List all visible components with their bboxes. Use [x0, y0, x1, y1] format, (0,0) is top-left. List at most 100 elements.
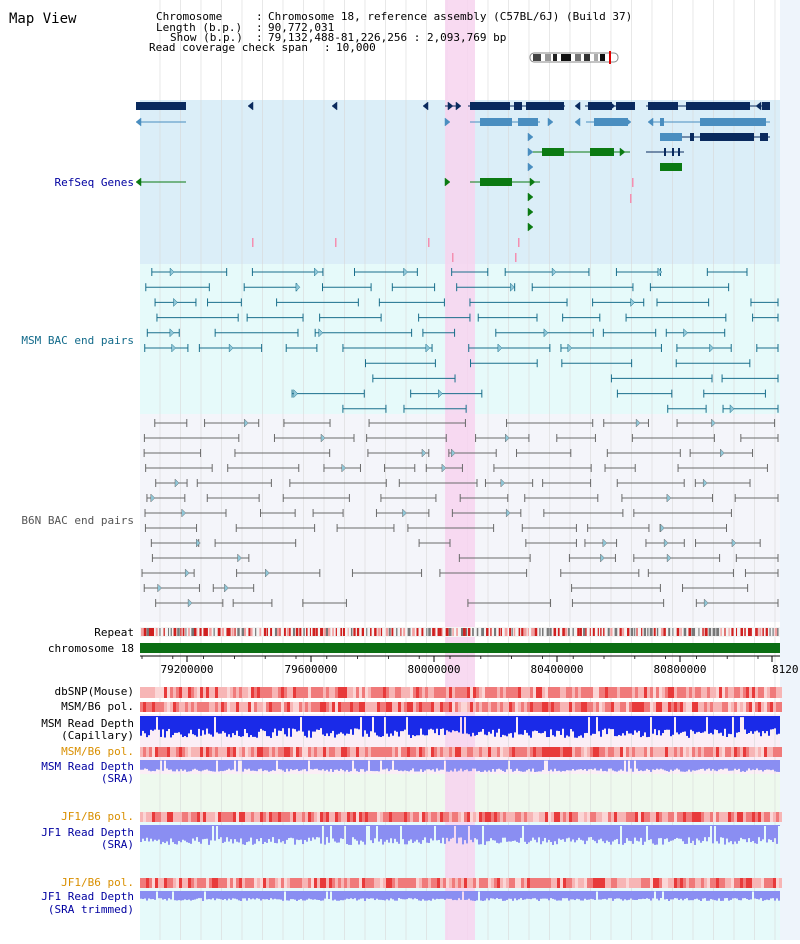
polymorphism-cell [209, 812, 212, 822]
polymorphism-tracks[interactable] [140, 687, 782, 888]
gene-exon[interactable] [700, 118, 760, 126]
gene-exon[interactable] [480, 118, 512, 126]
polymorphism-cell [770, 747, 773, 757]
depth-bar [562, 825, 564, 840]
polymorphism-cell [524, 878, 527, 888]
polymorphism-cell [371, 687, 374, 698]
depth-bar [226, 825, 228, 838]
read-depth-tracks[interactable] [140, 716, 780, 901]
depth-bar [162, 760, 164, 771]
polymorphism-cell [341, 878, 344, 888]
gene-exon[interactable] [518, 118, 538, 126]
chromosome-ideogram[interactable] [529, 51, 619, 64]
polymorphism-cell [638, 878, 641, 888]
depth-bar [574, 891, 576, 901]
b6n-bac-label[interactable]: B6N BAC end pairs [21, 514, 134, 527]
polymorphism-cell [227, 812, 230, 822]
polymorphism-cell [506, 687, 509, 698]
refseq-genes[interactable] [135, 101, 770, 262]
msm-bac-label[interactable]: MSM BAC end pairs [21, 334, 134, 347]
gene-exon[interactable] [648, 102, 678, 110]
repeat-element [460, 628, 464, 636]
depth-bar [626, 716, 628, 731]
gene-exon[interactable] [686, 102, 750, 110]
polymorphism-cell [317, 687, 320, 698]
gene-strand-arrow [527, 132, 534, 142]
gene-exon[interactable] [660, 163, 682, 171]
gene-exon[interactable] [590, 148, 614, 156]
gene-exon[interactable] [136, 102, 186, 110]
gene-exon[interactable] [616, 102, 635, 110]
repeat-element [740, 628, 744, 636]
depth-bar [622, 825, 624, 845]
polymorphism-cell [254, 687, 257, 698]
polymorphism-cell [599, 747, 602, 757]
polymorphism-cell [314, 702, 317, 712]
polymorphism-cell [281, 747, 284, 757]
depth-bar [534, 760, 536, 772]
depth-bar [410, 891, 412, 899]
polymorphism-cell [212, 878, 215, 888]
depth-bar [662, 716, 664, 734]
b6n-pair-arrow [341, 463, 347, 473]
gene-exon[interactable] [700, 133, 754, 141]
polymorphism-cell [449, 687, 452, 698]
b6n-bac-pairs[interactable] [141, 418, 779, 608]
gene-exon[interactable] [542, 148, 564, 156]
msm-pair-arrow [510, 282, 515, 292]
depth-bar [744, 760, 746, 772]
polymorphism-cell [314, 687, 317, 698]
polymorphism-cell [578, 878, 581, 888]
polymorphism-cell [245, 878, 248, 888]
gene-exon[interactable] [480, 178, 512, 186]
depth-bar [248, 716, 250, 738]
gene-exon[interactable] [616, 118, 628, 126]
b6n-pair-arrow [243, 418, 249, 428]
gene-exon[interactable] [690, 133, 694, 141]
chromosome-bar[interactable] [140, 643, 780, 653]
repeat-element [295, 628, 299, 636]
depth-bar [696, 760, 698, 771]
refseq-genes-label[interactable]: RefSeq Genes [55, 176, 134, 189]
depth-bar [574, 760, 576, 771]
gene-exon[interactable] [664, 148, 666, 156]
depth-bar [244, 825, 246, 845]
depth-bar [776, 891, 778, 899]
repeat-element [155, 628, 158, 636]
dbsnp-label: dbSNP(Mouse) [55, 685, 134, 698]
gene-exon[interactable] [526, 102, 564, 110]
polymorphism-cell [614, 878, 617, 888]
gene-exon[interactable] [470, 102, 510, 110]
polymorphism-cell [674, 878, 677, 888]
polymorphism-cell [416, 747, 419, 757]
depth-bar [460, 825, 462, 838]
repeat-track[interactable] [141, 628, 779, 636]
polymorphism-cell [494, 812, 497, 822]
polymorphism-cell [467, 747, 470, 757]
gene-exon[interactable] [660, 118, 664, 126]
polymorphism-cell [266, 687, 269, 698]
gene-exon[interactable] [758, 118, 766, 126]
polymorphism-cell [242, 702, 245, 712]
polymorphism-cell [602, 687, 605, 698]
gene-exon[interactable] [760, 133, 768, 141]
depth-bar [776, 825, 778, 844]
gene-exon[interactable] [660, 133, 682, 141]
polymorphism-cell [227, 878, 230, 888]
gene-exon[interactable] [514, 102, 522, 110]
depth-bar [338, 891, 340, 901]
gene-exon[interactable] [588, 102, 612, 110]
gene-exon[interactable] [762, 102, 770, 110]
gene-exon[interactable] [672, 148, 674, 156]
depth-bar [258, 716, 260, 732]
polymorphism-cell [242, 747, 245, 757]
gene-exon[interactable] [678, 148, 680, 156]
polymorphism-cell [329, 812, 332, 822]
polymorphism-cell [350, 702, 353, 712]
polymorphism-cell [407, 747, 410, 757]
depth-bar [332, 760, 334, 772]
polymorphism-cell [566, 812, 569, 822]
polymorphism-cell [215, 812, 218, 822]
msm-bac-pairs[interactable] [144, 267, 779, 414]
gene-exon[interactable] [594, 118, 616, 126]
